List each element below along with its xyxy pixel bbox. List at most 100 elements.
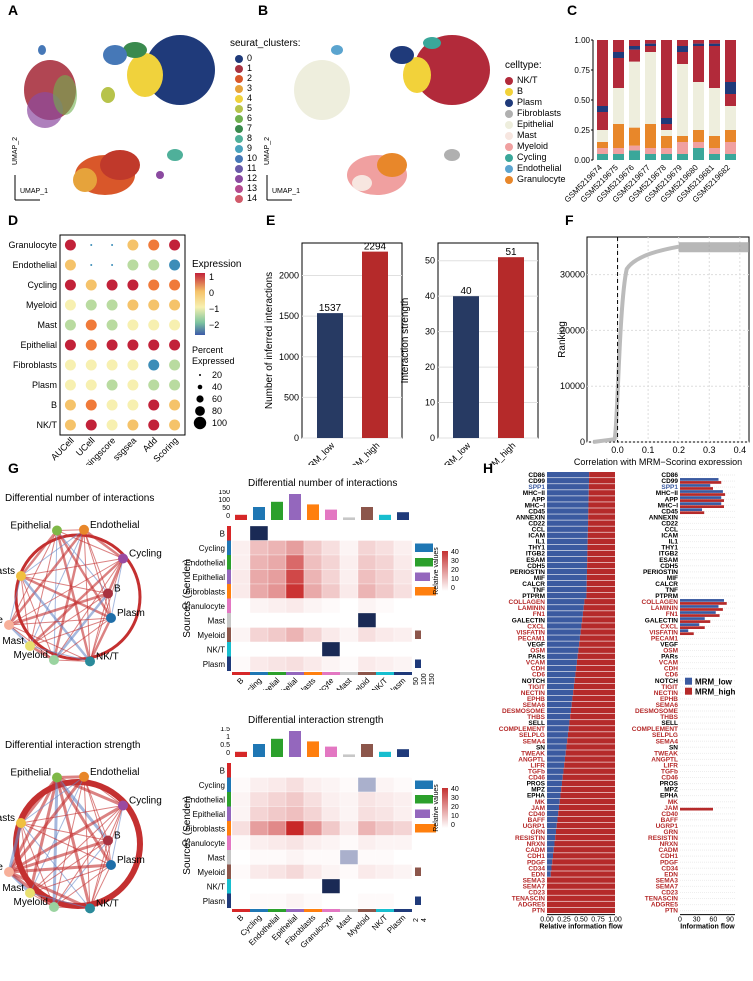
h-path-label-left: VISFATIN xyxy=(516,629,545,636)
h-info-bar-high xyxy=(680,602,727,605)
umap-b-ylabel: UMAP_2 xyxy=(264,136,271,165)
h-path-label-right: MIF xyxy=(667,575,678,582)
h-path-label-right: CD34 xyxy=(661,865,678,872)
d-dot xyxy=(64,399,76,411)
h-bar-low xyxy=(547,671,576,678)
g-heat-cell xyxy=(339,641,359,657)
h-left-xtick: 0.50 xyxy=(574,917,588,924)
h-bar-high xyxy=(558,810,615,817)
h-path-label-left: PECAM1 xyxy=(518,635,545,642)
g-col-label: Mast xyxy=(335,676,354,690)
h-bar-high xyxy=(587,550,615,557)
h-bar-low xyxy=(547,605,584,611)
h-path-label-right: RESISTIN xyxy=(648,835,678,842)
g-heat-cell xyxy=(339,525,359,541)
g-heat-cell xyxy=(393,554,413,570)
celltype-legend-label: Fibroblasts xyxy=(517,108,562,118)
g-node-label: B xyxy=(114,831,121,842)
g-edge xyxy=(20,776,85,824)
g-heat-cell xyxy=(267,893,287,909)
h-path-label-left: PROS xyxy=(527,781,546,788)
cluster-legend-item: 3 xyxy=(235,83,252,93)
g-edge xyxy=(8,863,112,874)
d-row-label: Fibroblasts xyxy=(13,360,58,370)
g-heat-cell xyxy=(375,849,395,865)
d-dot xyxy=(64,379,76,391)
h-bar-high xyxy=(561,786,615,793)
g-edge xyxy=(110,558,124,619)
h-path-label-left: SELL xyxy=(528,720,545,727)
cluster-legend-item: 12 xyxy=(235,173,257,183)
h-bar-low xyxy=(547,768,564,774)
c-ytick: 0.75 xyxy=(574,66,590,75)
g-heat-cell xyxy=(321,612,341,628)
h-path-label-left: GRN xyxy=(531,829,546,836)
h-path-label-right: CDH5 xyxy=(660,563,678,570)
c-bar-segment xyxy=(613,154,624,160)
g-heat-cell xyxy=(339,612,359,628)
g-edge xyxy=(29,530,58,647)
g-row-color xyxy=(227,792,231,807)
h-bar-low xyxy=(547,871,551,877)
g-heat-cell xyxy=(393,641,413,657)
h-left-xtick: 1.00 xyxy=(608,917,622,924)
d-row-label: Mast xyxy=(37,320,57,330)
h-bar-high xyxy=(583,605,615,611)
h-path-label-right: SEMA3 xyxy=(656,877,679,884)
g-heat-cell xyxy=(303,583,323,599)
g-heat-cell xyxy=(357,554,377,570)
d-dot xyxy=(106,419,118,431)
g-row-color xyxy=(227,835,231,850)
cluster-legend-item: 8 xyxy=(235,133,252,143)
h-bar-low xyxy=(547,841,555,847)
g-row-color xyxy=(227,569,231,584)
g-top-tick: 150 xyxy=(218,490,230,496)
e-ytick: 40 xyxy=(425,291,435,301)
c-bar-segment xyxy=(725,154,736,160)
h-path-label-right: TGFb xyxy=(661,769,678,776)
h-bar-low xyxy=(547,720,570,726)
h-bar-high xyxy=(588,484,615,490)
h-bar-low xyxy=(547,478,590,484)
h-path-label-right: NECTIN xyxy=(654,690,679,697)
g-top-bar xyxy=(271,738,283,757)
g-heat-cell xyxy=(339,791,359,807)
g-row-label: Mast xyxy=(208,616,226,625)
g-heat-cell xyxy=(231,878,251,894)
c-bar-segment xyxy=(645,43,656,46)
h-path-label-right: CD6 xyxy=(665,672,678,679)
h-path-label-right: PTPRM xyxy=(655,593,678,600)
h-bar-high xyxy=(586,593,615,599)
d-dot xyxy=(64,279,76,291)
celltype-legend-label: B xyxy=(517,86,524,96)
h-path-label-right: LIFR xyxy=(664,762,679,769)
h-bar-high xyxy=(560,792,615,799)
h-bar-low xyxy=(547,574,587,581)
g-legend-bar xyxy=(442,788,448,828)
g-row-color xyxy=(227,540,231,555)
g-row-label: Endothelial xyxy=(185,558,225,567)
h-bar-high xyxy=(561,780,615,786)
h-info-bar-high xyxy=(680,807,713,811)
g-heat-cell xyxy=(231,525,251,541)
h-path-label-right: CXCL xyxy=(660,623,678,630)
d-dot xyxy=(64,359,76,371)
h-path-label-left: ITGB2 xyxy=(526,551,546,558)
h-path-label-right: IL1 xyxy=(669,539,679,546)
g-heat-cell xyxy=(375,791,395,807)
legend-swatch xyxy=(505,164,513,173)
g-side-bar xyxy=(415,809,430,818)
g-row-label: B xyxy=(220,766,225,775)
h-info-bar-high xyxy=(680,511,705,515)
e-bar xyxy=(317,313,343,438)
c-bar-segment xyxy=(709,40,720,44)
h-path-label-right: UGRP1 xyxy=(656,823,679,830)
c-bar-segment xyxy=(597,112,608,130)
h-bar-high xyxy=(554,841,615,847)
g-heat-cell xyxy=(231,777,251,793)
g-edge xyxy=(83,776,109,841)
h-path-label-left: EPHB xyxy=(527,696,545,703)
h-path-label-left: CD99 xyxy=(528,478,545,485)
c-bar-segment xyxy=(645,154,656,160)
g-node xyxy=(16,818,26,828)
